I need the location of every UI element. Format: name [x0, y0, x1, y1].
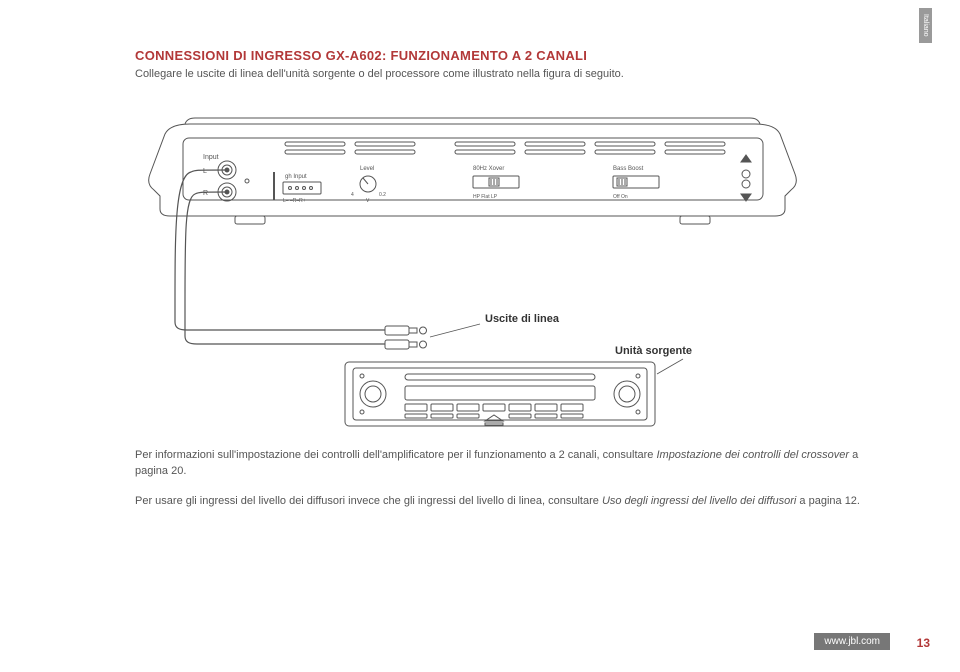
level-unit: V [366, 198, 370, 204]
footer-url: www.jbl.com [814, 633, 890, 650]
para1-italic: Impostazione dei controlli del crossover [656, 449, 849, 461]
source-unit-label: Unità sorgente [615, 345, 692, 357]
input-r: R [203, 190, 208, 197]
para2-a: Per usare gli ingressi del livello dei d… [135, 495, 602, 507]
page-subtitle: Collegare le uscite di linea dell'unità … [135, 67, 865, 82]
level-max: 0.2 [379, 192, 386, 198]
line-out-label: Uscite di linea [485, 313, 560, 325]
bass-label: Bass Boost [613, 166, 644, 172]
xover-label: 80Hz Xover [473, 166, 504, 172]
page-number: 13 [917, 636, 930, 650]
conn-label: L– –R–R+ [283, 198, 306, 204]
input-l: L [203, 168, 207, 175]
paragraph-2: Per usare gli ingressi del livello dei d… [135, 494, 865, 510]
wiring-diagram: Input L R gh Input [135, 104, 815, 434]
level-min: 4 [351, 192, 354, 198]
bass-opts: Off On [613, 194, 628, 200]
input-label: Input [203, 154, 219, 161]
para2-b: a pagina 12. [796, 495, 860, 507]
para1-a: Per informazioni sull'impostazione dei c… [135, 449, 656, 461]
page-footer: www.jbl.com 13 [0, 632, 960, 654]
language-tab: Italiano [919, 8, 932, 43]
xover-opts: HP Flat LP [473, 194, 498, 200]
page-title: CONNESSIONI DI INGRESSO GX-A602: FUNZION… [135, 48, 865, 63]
level-label: Level [360, 166, 374, 172]
page-content: CONNESSIONI DI INGRESSO GX-A602: FUNZION… [135, 48, 865, 510]
paragraph-1: Per informazioni sull'impostazione dei c… [135, 448, 865, 480]
para2-italic: Uso degli ingressi del livello dei diffu… [602, 495, 796, 507]
high-input-label: gh Input [285, 174, 307, 180]
